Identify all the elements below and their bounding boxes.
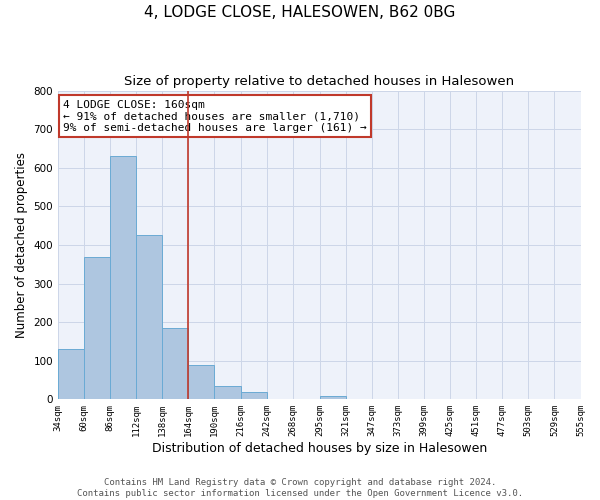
Bar bbox=[110, 156, 136, 400]
Bar bbox=[188, 366, 214, 400]
Bar bbox=[58, 349, 84, 400]
Text: 4, LODGE CLOSE, HALESOWEN, B62 0BG: 4, LODGE CLOSE, HALESOWEN, B62 0BG bbox=[145, 5, 455, 20]
X-axis label: Distribution of detached houses by size in Halesowen: Distribution of detached houses by size … bbox=[152, 442, 487, 455]
Text: Contains HM Land Registry data © Crown copyright and database right 2024.
Contai: Contains HM Land Registry data © Crown c… bbox=[77, 478, 523, 498]
Bar bbox=[84, 256, 110, 400]
Bar bbox=[241, 392, 266, 400]
Y-axis label: Number of detached properties: Number of detached properties bbox=[15, 152, 28, 338]
Bar bbox=[320, 396, 346, 400]
Bar bbox=[163, 328, 188, 400]
Title: Size of property relative to detached houses in Halesowen: Size of property relative to detached ho… bbox=[124, 75, 514, 88]
Text: 4 LODGE CLOSE: 160sqm
← 91% of detached houses are smaller (1,710)
9% of semi-de: 4 LODGE CLOSE: 160sqm ← 91% of detached … bbox=[63, 100, 367, 133]
Bar bbox=[136, 236, 163, 400]
Bar bbox=[214, 386, 241, 400]
